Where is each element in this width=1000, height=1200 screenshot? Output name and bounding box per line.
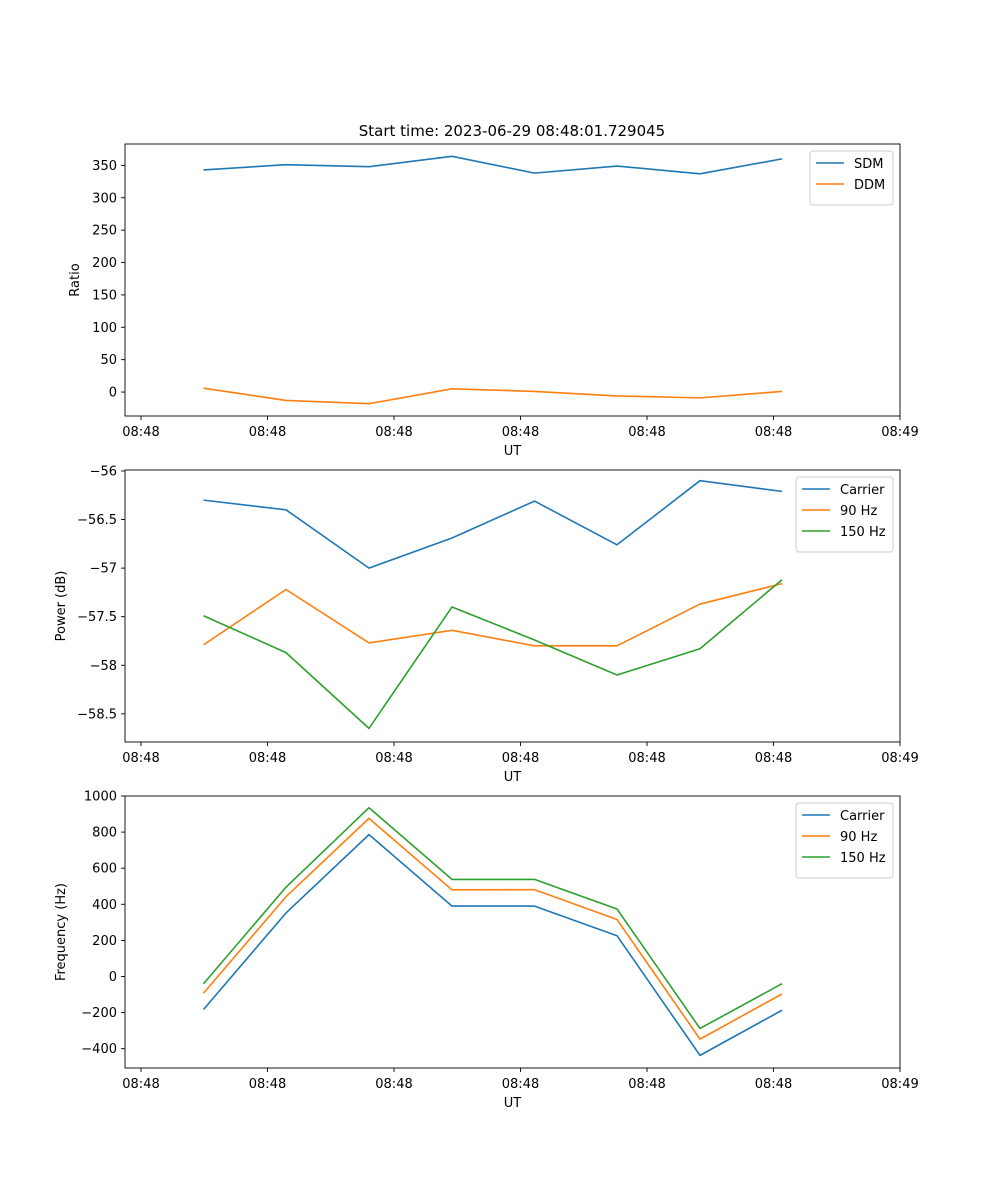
frequency-y-tick-label: 200 bbox=[92, 934, 117, 949]
frequency-panel: 08:48 08:48 08:48 08:48 08:48 08:48 08:49 −400 −… bbox=[54, 790, 919, 1112]
frequency-y-tick-label: 400 bbox=[92, 898, 117, 913]
power-y-tick-label: −57.5 bbox=[77, 610, 117, 625]
power-x-tick-label: 08:48 bbox=[502, 751, 539, 766]
power-axes-frame bbox=[124, 469, 901, 743]
ratio-x-tick-label: 08:48 bbox=[755, 425, 792, 440]
frequency-y-tick-label: 1000 bbox=[84, 790, 117, 805]
power-legend-label-carrier: Carrier bbox=[840, 483, 885, 498]
power-legend: Carrier 90 Hz 150 Hz bbox=[795, 476, 894, 553]
frequency-series-carrier-line bbox=[202, 833, 783, 1057]
frequency-y-tick-label: −200 bbox=[81, 1006, 117, 1021]
power-y-tick-label: −56 bbox=[90, 464, 117, 479]
frequency-y-tick-label: −400 bbox=[81, 1042, 117, 1057]
frequency-legend-label-150-hz: 150 Hz bbox=[840, 851, 886, 866]
ratio-y-tick-label: 150 bbox=[92, 288, 117, 303]
ratio-axes-frame bbox=[124, 143, 901, 417]
frequency-legend: Carrier 90 Hz 150 Hz bbox=[795, 802, 894, 879]
ratio-legend-label-ddm: DDM bbox=[854, 178, 885, 193]
ratio-y-tick-label: 0 bbox=[109, 386, 117, 401]
frequency-legend-box bbox=[795, 802, 894, 879]
ratio-y-tick-label: 250 bbox=[92, 224, 117, 239]
ratio-y-tick-label: 50 bbox=[100, 353, 117, 368]
frequency-legend-label-90-hz: 90 Hz bbox=[840, 830, 877, 845]
frequency-x-tick-label: 08:48 bbox=[755, 1077, 792, 1092]
ratio-y-tick-label: 200 bbox=[92, 256, 117, 271]
ratio-x-tick-label: 08:48 bbox=[249, 425, 286, 440]
frequency-y-tick-label: 600 bbox=[92, 862, 117, 877]
frequency-axes-frame bbox=[124, 795, 901, 1069]
ratio-x-tick-label: 08:48 bbox=[628, 425, 665, 440]
frequency-series-150-hz-line bbox=[202, 806, 783, 1030]
ratio-legend-box bbox=[809, 150, 894, 206]
ratio-x-axis-label: UT bbox=[504, 444, 522, 459]
ratio-x-tick-label: 08:48 bbox=[502, 425, 539, 440]
power-y-tick-label: −58.5 bbox=[77, 707, 117, 722]
ratio-y-axis-label: Ratio bbox=[68, 263, 83, 296]
ratio-y-tick-label: 100 bbox=[92, 321, 117, 336]
power-x-axis-label: UT bbox=[504, 770, 522, 785]
power-x-tick-label: 08:48 bbox=[628, 751, 665, 766]
power-y-tick-label: −58 bbox=[90, 659, 117, 674]
ratio-legend-label-sdm: SDM bbox=[854, 157, 883, 172]
ratio-x-tick-label: 08:48 bbox=[122, 425, 159, 440]
power-legend-label-150-hz: 150 Hz bbox=[840, 525, 886, 540]
power-series-90-hz-line bbox=[203, 582, 783, 647]
power-y-axis-label: Power (dB) bbox=[54, 571, 69, 642]
power-x-tick-label: 08:48 bbox=[249, 751, 286, 766]
power-series-150-hz-line bbox=[203, 579, 783, 730]
power-x-tick-label: 08:48 bbox=[755, 751, 792, 766]
frequency-y-tick-label: 0 bbox=[109, 970, 117, 985]
power-legend-label-90-hz: 90 Hz bbox=[840, 504, 877, 519]
power-legend-box bbox=[795, 476, 894, 553]
power-panel: 08:48 08:48 08:48 08:48 08:48 08:48 08:49 −56 −5… bbox=[54, 464, 919, 785]
power-y-tick-label: −56.5 bbox=[77, 513, 117, 528]
ratio-y-tick-label: 350 bbox=[92, 159, 117, 174]
frequency-y-tick-label: 800 bbox=[92, 826, 117, 841]
frequency-series-90-hz-line bbox=[202, 817, 783, 1040]
frequency-legend-label-carrier: Carrier bbox=[840, 809, 885, 824]
ratio-series-sdm-line bbox=[203, 155, 783, 175]
frequency-x-tick-label: 08:48 bbox=[628, 1077, 665, 1092]
power-y-tick-label: −57 bbox=[90, 562, 117, 577]
ratio-x-tick-label: 08:49 bbox=[881, 425, 918, 440]
ratio-legend: SDM DDM bbox=[809, 150, 894, 206]
frequency-x-tick-label: 08:49 bbox=[881, 1077, 918, 1092]
power-series-carrier-line bbox=[203, 479, 783, 569]
ratio-series-ddm-line bbox=[203, 387, 783, 405]
frequency-y-axis-label: Frequency (Hz) bbox=[54, 883, 69, 981]
power-x-tick-label: 08:48 bbox=[122, 751, 159, 766]
frequency-x-tick-label: 08:48 bbox=[375, 1077, 412, 1092]
frequency-x-tick-label: 08:48 bbox=[122, 1077, 159, 1092]
ratio-y-tick-label: 300 bbox=[92, 191, 117, 206]
ratio-panel: 08:48 08:48 08:48 08:48 08:48 08:48 08:49 0 50 10… bbox=[68, 143, 919, 459]
frequency-x-tick-label: 08:48 bbox=[249, 1077, 286, 1092]
power-x-tick-label: 08:48 bbox=[375, 751, 412, 766]
frequency-x-tick-label: 08:48 bbox=[502, 1077, 539, 1092]
power-x-tick-label: 08:49 bbox=[881, 751, 918, 766]
frequency-x-axis-label: UT bbox=[504, 1096, 522, 1111]
ratio-x-tick-label: 08:48 bbox=[375, 425, 412, 440]
figure-title: Start time: 2023-06-29 08:48:01.729045 bbox=[359, 122, 665, 140]
